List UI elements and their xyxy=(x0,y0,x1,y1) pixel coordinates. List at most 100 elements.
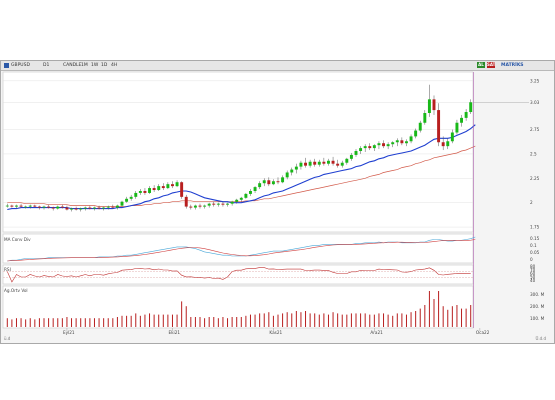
tf-button-1d[interactable]: 1D xyxy=(101,63,108,68)
candle-body xyxy=(285,172,289,178)
candle-body xyxy=(10,205,14,207)
volume-bar xyxy=(350,313,352,327)
candle-body xyxy=(125,198,129,202)
volume-bar xyxy=(415,311,417,327)
symbol-label[interactable]: GBPUSD xyxy=(11,63,30,68)
time-axis-label: Ara21 xyxy=(370,330,383,335)
volume-bar xyxy=(451,306,453,327)
volume-bar xyxy=(378,313,380,327)
candle-body xyxy=(372,145,376,149)
candle-body xyxy=(216,203,220,205)
volume-bar xyxy=(6,318,8,327)
candle-body xyxy=(226,203,229,205)
volume-bar xyxy=(116,317,118,327)
volume-bar xyxy=(71,318,73,327)
candle-body xyxy=(276,181,280,183)
candle-body xyxy=(193,205,197,208)
candle-body xyxy=(345,158,349,163)
volume-bar xyxy=(236,317,238,327)
rsi-panel-label: RSI xyxy=(4,267,11,272)
candle-body xyxy=(258,183,262,188)
volume-bar xyxy=(369,314,371,327)
candle-body xyxy=(134,192,138,197)
volume-bar xyxy=(204,318,206,327)
candle-body xyxy=(423,113,427,123)
chart-canvas[interactable]: 3.25 3.03 2.75 2.5 2.25 2 1.75 Eyl21 Eki21 Kas21 A… xyxy=(1,70,554,336)
candle-body xyxy=(115,205,119,208)
volume-bar xyxy=(470,305,472,327)
volume-bar xyxy=(57,318,59,327)
volume-bar xyxy=(144,314,146,327)
volume-bar xyxy=(213,317,215,327)
volume-bar xyxy=(231,317,233,327)
candle-body xyxy=(391,142,395,145)
tf-button-1w[interactable]: 1W xyxy=(91,63,99,68)
panel-frame-1 xyxy=(2,233,474,264)
volume-bar xyxy=(139,315,141,327)
volume-bar xyxy=(259,313,261,327)
candle-body xyxy=(432,99,436,111)
volume-bar xyxy=(401,313,403,327)
macd-axis-label: 0 xyxy=(530,257,533,262)
volume-bar xyxy=(43,318,45,327)
panel-frame-3 xyxy=(2,285,474,329)
candle-body xyxy=(455,122,459,133)
volume-bar xyxy=(149,313,151,327)
volume-bar xyxy=(222,317,224,327)
volume-bar xyxy=(323,313,325,327)
volume-bar xyxy=(93,318,95,327)
volume-bar xyxy=(383,313,385,327)
volume-bar xyxy=(171,314,173,327)
candle-body xyxy=(47,206,51,208)
volume-panel-label: Ag.Ortv Vol xyxy=(4,288,28,293)
volume-axis-label: 300. M xyxy=(530,292,545,297)
candle-body xyxy=(88,207,92,209)
sell-button[interactable]: SAT xyxy=(487,62,496,68)
tf-button-1m[interactable]: 1M xyxy=(81,63,88,68)
candle-body xyxy=(464,112,468,118)
time-axis-label: Eyl21 xyxy=(63,330,75,335)
candle-body xyxy=(111,206,115,208)
volume-bar xyxy=(75,318,77,327)
buy-button[interactable]: AL xyxy=(477,62,485,68)
chart-window: GBPUSD D1 CANDLE 1M 1W 1D 4H AL SAT MATR… xyxy=(0,60,555,344)
volume-bar xyxy=(305,311,307,327)
volume-bar xyxy=(291,313,293,327)
volume-bar xyxy=(327,314,329,327)
candle-body xyxy=(441,142,445,147)
candle-body xyxy=(106,206,110,208)
candle-body xyxy=(97,207,101,209)
candle-body xyxy=(235,199,239,202)
volume-bar xyxy=(11,319,13,327)
chart-type-label[interactable]: CANDLE xyxy=(63,63,82,68)
candle-body xyxy=(56,206,60,209)
volume-bar xyxy=(89,318,91,327)
candle-body xyxy=(65,207,69,210)
volume-bar xyxy=(199,317,201,327)
period-label[interactable]: D1 xyxy=(43,63,50,68)
volume-bar xyxy=(48,318,50,327)
volume-bar xyxy=(360,313,362,327)
candle-body xyxy=(327,160,330,164)
tf-button-4h[interactable]: 4H xyxy=(111,63,118,68)
candle-body xyxy=(189,206,193,208)
macd-axis-label: 0.15 xyxy=(530,236,540,241)
volume-bar xyxy=(217,318,219,327)
candle-body xyxy=(138,191,142,193)
candle-body xyxy=(33,205,37,207)
volume-bar xyxy=(126,315,128,327)
volume-bar xyxy=(465,308,467,327)
volume-bar xyxy=(295,311,297,327)
volume-bar xyxy=(419,308,421,327)
volume-bar xyxy=(346,314,348,327)
price-axis-label: 2 xyxy=(530,200,533,205)
candle-body xyxy=(161,186,165,189)
macd-axis-label: 0.05 xyxy=(530,250,540,255)
price-axis-label: 1.75 xyxy=(530,225,540,230)
candle-body xyxy=(313,161,317,165)
candle-body xyxy=(143,191,147,193)
candle-body xyxy=(359,148,363,152)
candle-body xyxy=(418,122,422,131)
volume-bar xyxy=(15,318,17,327)
volume-bar xyxy=(61,318,63,327)
